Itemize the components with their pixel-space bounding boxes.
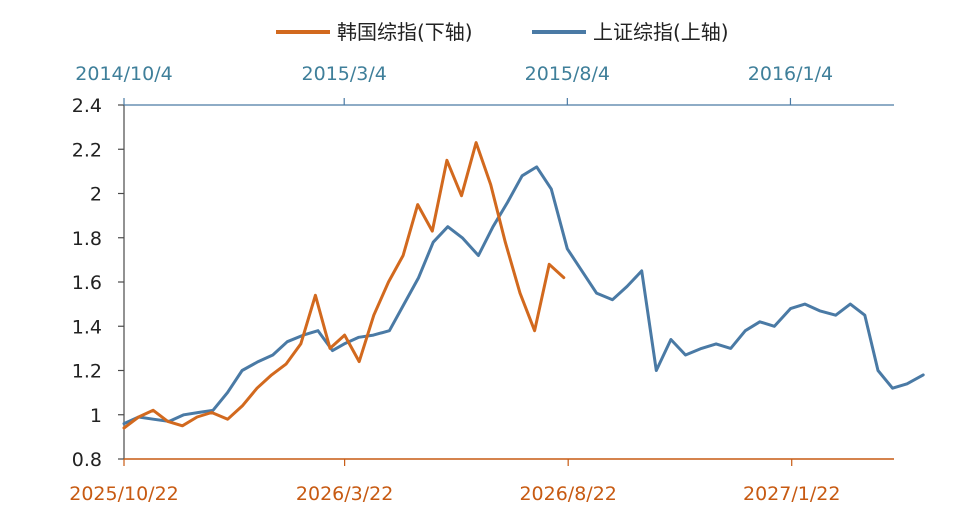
y-tick-label: 1.8 xyxy=(72,228,102,250)
top-x-tick-label: 2016/1/4 xyxy=(748,63,833,85)
y-tick-label: 1.4 xyxy=(72,316,102,338)
bottom-x-tick-label: 2026/8/22 xyxy=(519,483,616,505)
y-tick-label: 1 xyxy=(90,405,102,427)
y-tick-label: 2.4 xyxy=(72,95,102,117)
series-line-korea xyxy=(122,141,566,430)
bottom-x-tick-label: 2026/3/22 xyxy=(296,483,393,505)
series-line-shanghai xyxy=(122,165,925,426)
legend-label-korea: 韩国综指(下轴) xyxy=(337,20,473,44)
legend-label-shanghai: 上证综指(上轴) xyxy=(593,20,729,44)
y-tick-label: 1.6 xyxy=(72,272,102,294)
top-x-tick-label: 2015/8/4 xyxy=(525,63,610,85)
y-tick-label: 0.8 xyxy=(72,449,102,471)
axes: 0.8 1 1.2 1.4 1.6 1.8 2 2.2 2.4 2014/10/4 2015/3/4… xyxy=(69,63,894,505)
y-tick-label: 1.2 xyxy=(72,361,102,383)
top-x-tick-label: 2014/10/4 xyxy=(75,63,172,85)
series-layer xyxy=(122,141,925,430)
top-x-tick-label: 2015/3/4 xyxy=(302,63,387,85)
y-tick-label: 2 xyxy=(90,184,102,206)
legend: 韩国综指(下轴) 上证综指(上轴) xyxy=(276,20,729,44)
bottom-x-tick-label: 2027/1/22 xyxy=(743,483,840,505)
bottom-x-tick-label: 2025/10/22 xyxy=(69,483,179,505)
y-tick-label: 2.2 xyxy=(72,139,102,161)
